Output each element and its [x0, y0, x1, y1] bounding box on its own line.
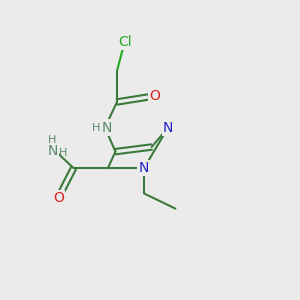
Text: N: N — [101, 121, 112, 135]
Text: N: N — [47, 144, 58, 158]
Text: H: H — [92, 123, 100, 133]
Text: O: O — [149, 89, 160, 103]
Text: N: N — [163, 121, 173, 135]
Text: H: H — [59, 148, 67, 158]
Text: O: O — [53, 191, 64, 205]
Text: N: N — [139, 161, 149, 175]
Text: H: H — [48, 135, 57, 146]
Text: Cl: Cl — [118, 35, 131, 49]
